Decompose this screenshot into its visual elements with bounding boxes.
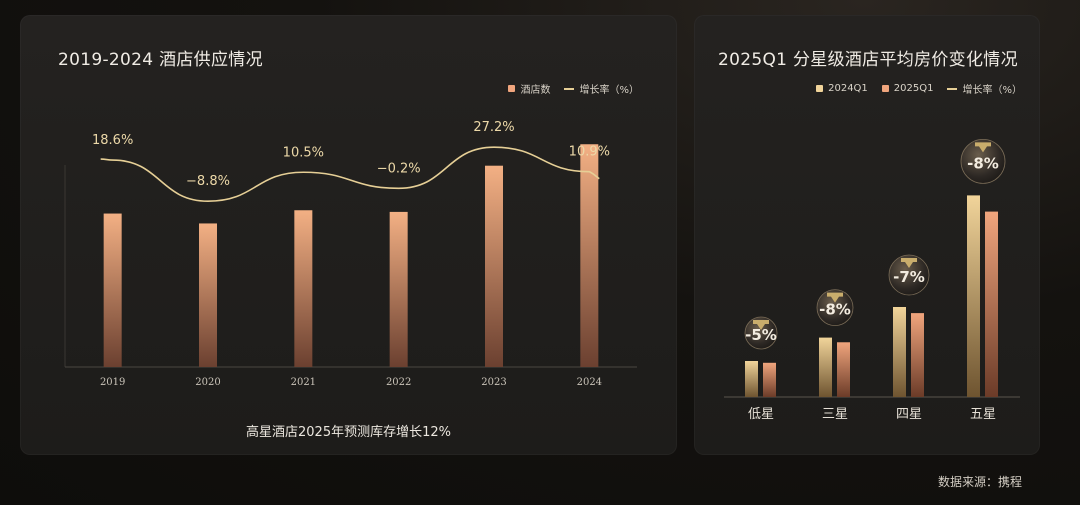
- supply-x-tick-2019: 2019: [100, 377, 125, 388]
- legend-item-price-growth: 增长率（%）: [947, 81, 1022, 96]
- legend-swatch-2025q1: [881, 85, 889, 92]
- down-arrow-icon: [975, 142, 991, 153]
- legend-label-hotel-count: 酒店数: [520, 85, 551, 96]
- down-arrow-icon: [827, 292, 843, 303]
- price-change-label-2: -7%: [893, 268, 925, 286]
- price-change-badge-0: [744, 316, 778, 350]
- legend-label-growth-rate: 增长率（%）: [579, 85, 639, 96]
- price-bar-2025q1-1: [837, 342, 850, 397]
- supply-bar-2022: [389, 211, 408, 367]
- growth-rate-label-2024: 10.9%: [569, 145, 610, 160]
- price-change-label-1: -8%: [819, 301, 851, 319]
- growth-rate-label-2020: −8.8%: [186, 174, 230, 189]
- legend-swatch-2024q1: [816, 85, 824, 92]
- price-chart-legend: 2024Q1 2025Q1 增长率（%）: [816, 81, 1022, 96]
- supply-x-tick-2024: 2024: [577, 377, 602, 388]
- legend-label-2025q1: 2025Q1: [893, 83, 934, 94]
- growth-rate-label-2022: −0.2%: [377, 161, 421, 176]
- supply-bar-2019: [103, 213, 122, 367]
- legend-item-2025q1: 2025Q1: [881, 83, 934, 94]
- price-x-tick-1: 三星: [822, 407, 848, 422]
- supply-chart-title: 2019-2024 酒店供应情况: [58, 50, 263, 70]
- supply-bar-2021: [294, 210, 313, 367]
- supply-chart-canvas: 2019 18.6% 2020 −8.8% 2021 10.5% 2022 −0.2% 2023…: [64, 120, 637, 388]
- hotel-supply-panel: 2019-2024 酒店供应情况 酒店数 增长率（%） 2019 18.6% 202…: [20, 15, 677, 455]
- price-bar-2025q1-3: [985, 211, 998, 397]
- supply-x-tick-2022: 2022: [386, 377, 411, 388]
- supply-x-tick-2021: 2021: [291, 377, 316, 388]
- price-bar-2025q1-0: [763, 362, 776, 397]
- price-change-badge-3: [960, 138, 1006, 184]
- price-bar-2024q1-2: [893, 307, 906, 397]
- data-source: 数据来源：携程: [937, 475, 1022, 489]
- legend-swatch-price-growth: [947, 87, 958, 90]
- price-change-label-3: -8%: [967, 154, 999, 172]
- supply-chart-legend: 酒店数 增长率（%）: [508, 81, 639, 96]
- price-x-tick-3: 五星: [970, 407, 996, 422]
- legend-label-2024q1: 2024Q1: [828, 83, 868, 94]
- price-chart-title: 2025Q1 分星级酒店平均房价变化情况: [718, 50, 1018, 70]
- supply-x-tick-2023: 2023: [481, 377, 506, 388]
- growth-rate-label-2023: 27.2%: [473, 120, 514, 135]
- legend-item-hotel-count: 酒店数: [508, 81, 550, 96]
- price-bar-2025q1-2: [911, 313, 924, 397]
- growth-rate-line: [100, 146, 600, 203]
- down-arrow-icon: [901, 258, 917, 268]
- legend-item-2024q1: 2024Q1: [816, 83, 868, 94]
- price-x-tick-2: 四星: [896, 407, 922, 422]
- supply-bar-2023: [485, 165, 503, 367]
- supply-chart-footnote: 高星酒店2025年预测库存增长12%: [246, 425, 451, 440]
- price-x-tick-0: 低星: [748, 407, 774, 422]
- supply-bar-2024: [580, 144, 599, 367]
- price-bar-2024q1-3: [967, 195, 980, 397]
- legend-item-growth-rate: 增长率（%）: [564, 81, 639, 96]
- price-chart-canvas: 低星 -5% 三星 -8% 四星 -7% 五星 -8%: [724, 138, 1020, 422]
- supply-bar-2020: [199, 223, 217, 367]
- growth-rate-label-2021: 10.5%: [283, 145, 324, 160]
- legend-swatch-hotel-count: [508, 85, 516, 92]
- legend-label-price-growth: 增长率（%）: [962, 85, 1022, 96]
- growth-rate-label-2019: 18.6%: [92, 133, 133, 148]
- supply-x-tick-2020: 2020: [195, 377, 220, 388]
- room-price-panel: 2025Q1 分星级酒店平均房价变化情况 2024Q1 2025Q1 增长率（%…: [694, 15, 1040, 455]
- down-arrow-icon: [753, 320, 769, 330]
- price-change-badge-1: [816, 289, 854, 327]
- price-bar-2024q1-1: [819, 337, 832, 397]
- price-change-label-0: -5%: [745, 326, 777, 344]
- price-change-badge-2: [888, 254, 930, 296]
- legend-swatch-growth-rate: [564, 87, 575, 90]
- price-bar-2024q1-0: [745, 361, 758, 397]
